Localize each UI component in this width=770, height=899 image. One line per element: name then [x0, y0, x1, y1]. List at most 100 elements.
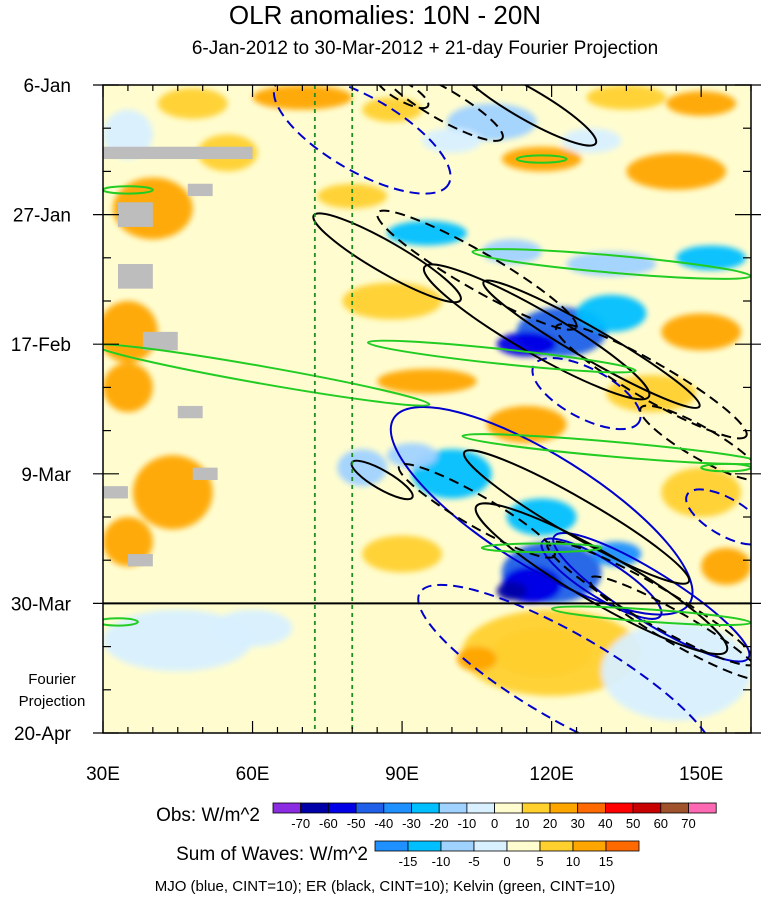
- obs-legend-level: -60: [319, 816, 338, 831]
- waves-legend-label: Sum of Waves: W/m^2: [176, 844, 368, 865]
- obs-legend-level: -20: [430, 816, 449, 831]
- waves-legend-swatch: [407, 840, 442, 852]
- kelvin-contour: [515, 154, 568, 164]
- obs-legend-swatch: [411, 802, 440, 814]
- obs-legend-swatch: [327, 802, 357, 814]
- anomaly-blob: [132, 455, 213, 530]
- x-tick-label: 150E: [679, 764, 723, 785]
- anomaly-blob: [252, 85, 353, 110]
- obs-legend-swatch: [466, 802, 495, 814]
- mjo-contour: [272, 85, 452, 195]
- missing-data-patch: [177, 405, 203, 419]
- waves-legend-swatch: [374, 840, 409, 852]
- anomaly-blob: [103, 362, 153, 413]
- er-contour: [474, 502, 729, 656]
- waves-legend-swatch: [572, 840, 607, 852]
- obs-legend-swatch: [577, 802, 606, 814]
- waves-legend-level: -10: [432, 854, 451, 869]
- kelvin-contour: [366, 339, 637, 374]
- waves-legend-level: -5: [468, 854, 480, 869]
- waves-legend-swatch: [605, 840, 640, 852]
- missing-data-patch: [117, 263, 153, 289]
- anomaly-blob: [701, 547, 751, 585]
- anomaly-blob: [496, 581, 527, 601]
- anomaly-blob: [387, 442, 437, 468]
- waves-legend-level: 15: [599, 854, 613, 869]
- obs-legend-swatch: [355, 802, 385, 814]
- waves-legend-swatch: [440, 840, 475, 852]
- anomaly-blob: [362, 535, 442, 573]
- kelvin-contour: [480, 542, 603, 554]
- mjo-contour: [685, 488, 751, 546]
- waves-legend-level: 10: [566, 854, 580, 869]
- obs-legend-level: 60: [654, 816, 668, 831]
- obs-legend-swatch: [605, 802, 634, 814]
- y-tick-label: 6-Jan: [23, 76, 71, 97]
- anomaly-blob: [317, 183, 388, 209]
- anomaly-blob: [337, 449, 388, 487]
- obs-legend-level: 50: [626, 816, 640, 831]
- y-tick-label: 9-Mar: [21, 465, 71, 486]
- anomaly-blob: [591, 541, 642, 567]
- anomaly-blob: [212, 609, 293, 647]
- obs-legend-level: 70: [681, 816, 695, 831]
- obs-legend-level: 10: [515, 816, 529, 831]
- anomaly-blob: [491, 628, 592, 678]
- kelvin-contour: [103, 185, 154, 195]
- obs-legend-label: Obs: W/m^2: [156, 805, 260, 826]
- er-contour: [588, 575, 751, 681]
- anomaly-blob: [157, 88, 228, 119]
- missing-data-patch: [103, 146, 253, 160]
- anomaly-blob: [586, 85, 667, 110]
- projection-label: Fourier: [28, 671, 76, 688]
- anomaly-blob: [486, 405, 567, 443]
- missing-data-patch: [103, 486, 128, 499]
- er-contour: [380, 85, 504, 142]
- obs-legend-level: -40: [374, 816, 393, 831]
- obs-legend-swatch: [549, 802, 579, 814]
- chart-title: OLR anomalies: 10N - 20N: [228, 0, 542, 30]
- waves-legend-swatch: [539, 840, 574, 852]
- waves-legend-level: 5: [536, 854, 543, 869]
- obs-legend-level: -70: [291, 816, 310, 831]
- er-contour: [312, 212, 462, 304]
- anomaly-blob: [576, 294, 647, 332]
- missing-data-patch: [142, 331, 178, 351]
- anomaly-blob: [661, 467, 742, 517]
- er-contour: [376, 209, 578, 331]
- y-tick-label: 20-Apr: [14, 724, 72, 745]
- obs-legend-swatch: [660, 802, 689, 814]
- kelvin-contour: [461, 433, 751, 466]
- x-tick-label: 60E: [236, 764, 270, 785]
- anomaly-blob: [422, 128, 482, 153]
- obs-legend-swatch: [300, 802, 329, 814]
- anomaly-blob: [626, 152, 727, 190]
- obs-legend-swatch: [494, 802, 523, 814]
- projection-label: Projection: [19, 693, 86, 710]
- anomaly-blob: [661, 313, 742, 351]
- obs-legend-level: 20: [543, 816, 557, 831]
- x-tick-label: 30E: [86, 764, 120, 785]
- anomaly-blob: [377, 368, 477, 394]
- legends: Obs: W/m^2 -70 -60 -50 -40 -30 -20 -10 0 10 20 30 40…: [156, 802, 717, 869]
- axes: 30E 60E 90E 120E 150E 6-Jan 27-Jan 17-Feb 9-Mar 3…: [11, 76, 761, 785]
- er-contour: [374, 85, 430, 110]
- anomaly-blob: [456, 646, 497, 672]
- waves-legend-swatch: [506, 840, 541, 852]
- mjo-contour: [540, 537, 663, 620]
- waves-legend-swatch: [473, 840, 508, 852]
- obs-legend-level: -10: [458, 816, 477, 831]
- obs-legend-level: -30: [402, 816, 421, 831]
- anomaly-blob: [561, 128, 622, 153]
- mjo-contour: [531, 357, 642, 431]
- kelvin-contour: [103, 343, 431, 407]
- waves-legend-level: -15: [399, 854, 418, 869]
- obs-legend-level: -50: [347, 816, 366, 831]
- missing-data: [103, 146, 253, 567]
- anomaly-blob: [666, 91, 737, 116]
- anomaly-blob: [501, 146, 582, 172]
- obs-legend-level: 30: [570, 816, 584, 831]
- obs-legend-swatch: [438, 802, 468, 814]
- y-tick-label: 30-Mar: [11, 594, 72, 615]
